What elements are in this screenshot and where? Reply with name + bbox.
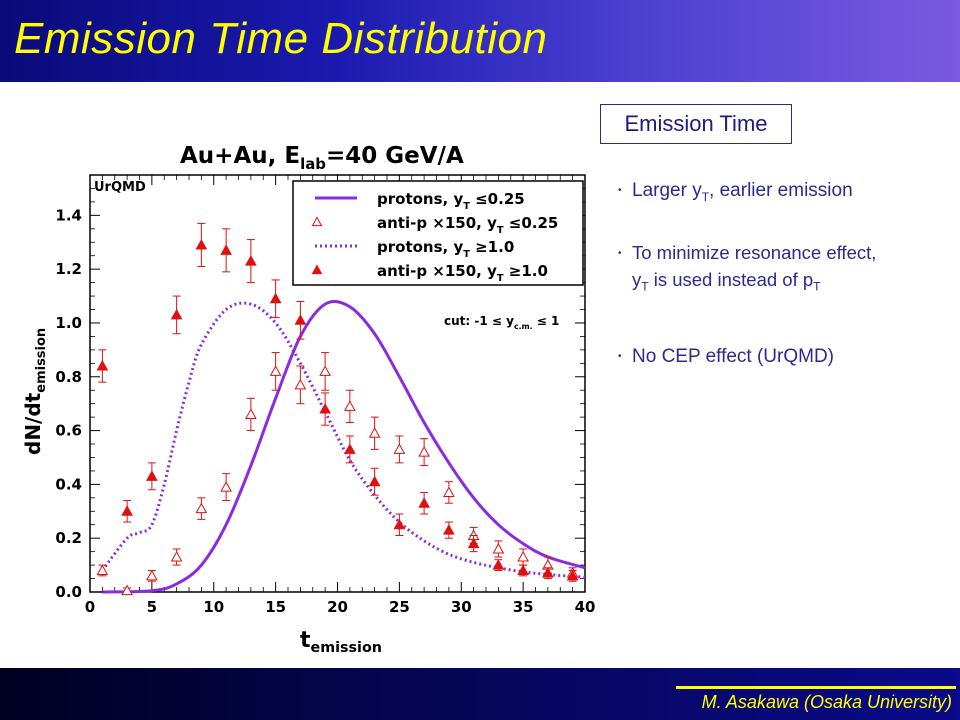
- antip-high-yt-point: [492, 559, 505, 570]
- x-axis-label: temission: [300, 628, 382, 655]
- bullet-resonance: • To minimize resonance effect, yT is use…: [618, 242, 877, 294]
- antip-high-yt-point: [517, 564, 529, 575]
- antip-low-yt-point: [170, 550, 183, 562]
- y-tick-label: 1.2: [55, 260, 82, 278]
- antip-low-yt-point: [319, 365, 331, 376]
- chart-title: Au+Au, Elab=40 GeV/A: [180, 143, 464, 173]
- x-tick-label: 10: [203, 598, 224, 616]
- footer-author: M. Asakawa (Osaka University): [701, 692, 952, 712]
- antip-high-yt-point: [195, 238, 208, 250]
- footer-divider: [676, 686, 956, 689]
- antip-low-yt-point: [344, 400, 356, 411]
- antip-low-yt-point: [294, 378, 307, 390]
- antip-low-yt-point: [269, 365, 282, 376]
- antip-high-yt-point: [269, 292, 282, 304]
- antip-high-yt-point: [418, 497, 430, 508]
- slide-title: Emission Time Distribution: [14, 14, 548, 63]
- antip-high-yt-point: [96, 359, 109, 371]
- y-tick-label: 0.6: [55, 422, 82, 440]
- y-axis-label: dN/dtemission: [21, 328, 49, 455]
- y-tick-label: 0.4: [55, 475, 82, 493]
- antip-low-yt-point: [245, 408, 257, 419]
- antip-high-yt-point: [121, 505, 133, 516]
- antip-high-yt-point: [566, 569, 579, 581]
- footer-bar: [0, 668, 960, 720]
- antip-high-yt-point: [393, 518, 406, 530]
- bullet-dot-icon: •: [618, 351, 622, 362]
- antip-high-yt-point: [319, 403, 331, 414]
- legend-label: anti-p ×150, yT ≤0.25: [377, 214, 558, 236]
- x-tick-label: 0: [85, 598, 95, 616]
- bullet-no-cep: • No CEP effect (UrQMD): [618, 344, 834, 370]
- bullet-dot-icon: •: [618, 248, 622, 260]
- y-tick-label: 1.4: [55, 206, 82, 224]
- x-tick-label: 5: [147, 598, 157, 616]
- antip-low-yt-point: [492, 542, 505, 554]
- antip-high-yt-point: [542, 567, 554, 578]
- chart-tag: UrQMD: [94, 180, 146, 195]
- series-protons-low-yt-line: [102, 300, 586, 594]
- antip-low-yt-point: [517, 550, 529, 562]
- bullet-dot-icon: •: [618, 185, 622, 196]
- legend-label: protons, yT ≥1.0: [377, 238, 514, 260]
- antip-high-yt-point: [220, 244, 232, 255]
- antip-high-yt-point: [245, 255, 257, 266]
- antip-high-yt-point: [170, 308, 183, 320]
- y-tick-label: 0.8: [55, 368, 82, 386]
- antip-high-yt-point: [368, 475, 381, 487]
- legend-label: anti-p ×150, yT ≥1.0: [377, 262, 548, 284]
- antip-low-yt-point: [393, 443, 406, 454]
- x-tick-label: 25: [389, 598, 410, 616]
- antip-low-yt-point: [96, 564, 109, 575]
- x-tick-label: 20: [327, 598, 348, 616]
- antip-low-yt-point: [368, 427, 381, 438]
- antip-high-yt-point: [146, 470, 158, 481]
- y-tick-label: 0.2: [55, 529, 82, 547]
- title-bar: [0, 0, 960, 82]
- antip-low-yt-point: [146, 569, 158, 581]
- antip-high-yt-point: [344, 443, 356, 454]
- antip-low-yt-point: [121, 584, 133, 596]
- antip-high-yt-point: [294, 314, 307, 325]
- x-tick-label: 35: [513, 598, 534, 616]
- series-protons-high-yt-line: [101, 301, 586, 579]
- emission-time-box: Emission Time: [600, 104, 792, 144]
- emission-chart: Au+Au, Elab=40 GeV/A UrQMD 0 5 10 15 20 25 30 35 4…: [21, 143, 596, 655]
- legend-key-triangle: [311, 264, 323, 275]
- antip-low-yt-point: [443, 486, 455, 497]
- bullet-larger-yt: • Larger yT, earlier emission: [618, 178, 853, 210]
- antip-low-yt-point: [220, 481, 232, 492]
- y-tick-label: 1.0: [55, 314, 82, 332]
- antip-low-yt-point: [195, 502, 208, 514]
- legend-key-triangle: [311, 216, 323, 227]
- antip-high-yt-point: [443, 524, 455, 535]
- antip-low-yt-point: [418, 446, 430, 457]
- x-tick-label: 30: [451, 598, 472, 616]
- x-tick-label: 40: [575, 598, 596, 616]
- legend-label: protons, yT ≤0.25: [377, 190, 525, 212]
- antip-high-yt-point: [467, 537, 480, 549]
- y-tick-label: 0.0: [55, 583, 82, 601]
- x-tick-label: 15: [265, 598, 286, 616]
- cut-label: cut: -1 ≤ yc.m. ≤ 1: [444, 314, 559, 331]
